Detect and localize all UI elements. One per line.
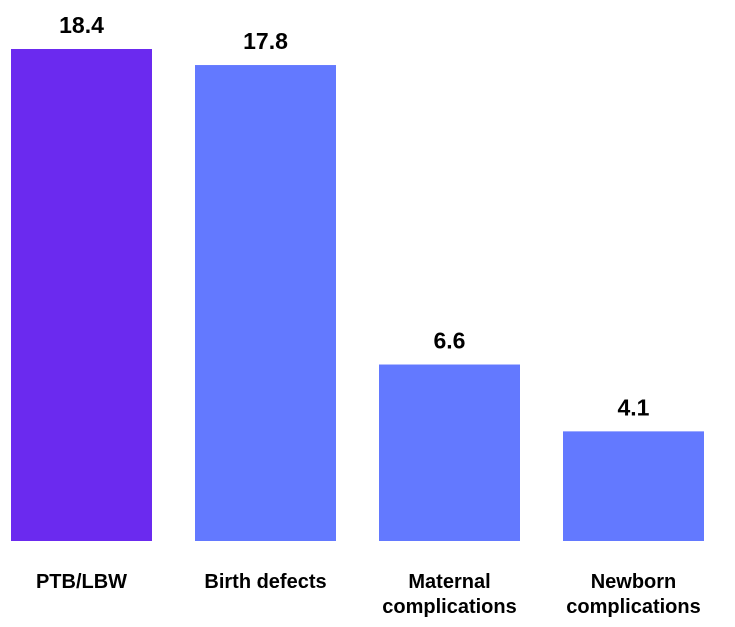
- bar-2: [379, 364, 520, 541]
- category-label-1: Birth defects: [204, 571, 326, 593]
- value-label-0: 18.4: [59, 12, 104, 38]
- bar-1: [195, 65, 336, 541]
- category-label-2-line-1: complications: [382, 596, 516, 618]
- bar-0: [11, 49, 152, 541]
- bars-layer: [11, 49, 704, 541]
- bar-3: [563, 431, 704, 541]
- category-label-2-line-0: Maternal: [408, 571, 490, 593]
- category-label-0: PTB/LBW: [36, 571, 127, 593]
- category-label-3-line-0: Newborn: [591, 571, 677, 593]
- value-label-2: 6.6: [434, 328, 466, 354]
- value-labels-layer: 18.4 17.8 6.6 4.1: [59, 12, 650, 420]
- category-label-3-line-1: complications: [566, 596, 700, 618]
- category-labels-layer: PTB/LBW Birth defects Maternal complication…: [36, 571, 701, 618]
- value-label-1: 17.8: [243, 28, 288, 54]
- value-label-3: 4.1: [618, 394, 650, 420]
